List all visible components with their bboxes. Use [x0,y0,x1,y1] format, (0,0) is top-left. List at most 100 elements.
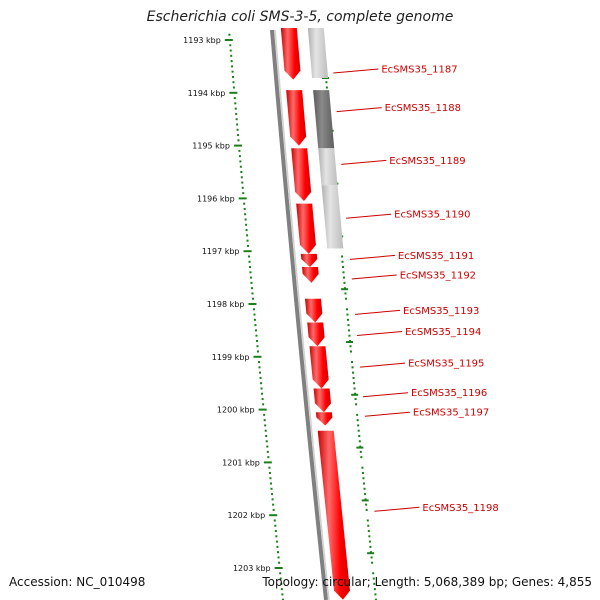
minor-tick [239,160,242,163]
backbone-highlight [274,29,330,600]
forward-gene [291,148,312,202]
minor-tick [231,65,234,68]
minor-tick [372,577,375,580]
minor-tick [248,260,251,263]
gene-label: EcSMS35_1195 [408,359,484,370]
minor-tick [357,429,360,432]
label-leader-line [351,274,397,280]
minor-tick [361,471,364,474]
minor-tick [351,366,354,369]
minor-tick [361,466,364,469]
minor-tick [373,588,376,591]
minor-tick [343,287,346,290]
minor-tick [238,149,241,152]
minor-tick [362,477,365,480]
minor-tick [249,276,252,279]
minor-tick [256,350,259,353]
minor-tick [229,44,232,47]
minor-tick [255,334,258,337]
minor-tick [274,530,277,533]
minor-tick [272,503,275,506]
label-leader-line [360,362,406,368]
label-leader-line [346,213,392,219]
minor-tick [241,181,244,184]
minor-tick [358,440,361,443]
minor-tick [267,456,270,459]
minor-tick [228,33,231,36]
minor-tick [236,128,239,131]
minor-tick [272,508,275,511]
minor-tick [260,387,263,390]
minor-tick [274,524,277,527]
minor-tick [261,398,264,401]
minor-tick [264,424,267,427]
minor-tick [348,334,351,337]
minor-tick [370,551,373,554]
minor-tick [365,508,368,511]
minor-tick [360,456,363,459]
minor-tick [358,435,361,437]
minor-tick [363,487,366,490]
minor-tick [253,313,256,316]
map-title: Escherichia coli SMS-3-5, complete genom… [146,9,454,25]
minor-tick [256,345,259,348]
minor-tick [277,551,280,554]
gene-label: EcSMS35_1194 [405,327,481,338]
forward-gene [301,267,319,283]
minor-tick [235,118,238,121]
minor-tick [258,366,261,369]
forward-gene [304,298,323,323]
minor-tick [245,229,248,232]
minor-tick [342,271,345,274]
gene-labels: EcSMS35_1187 EcSMS35_1188 EcSMS35_1189 EcSM… [333,65,499,514]
minor-tick [374,598,377,600]
forward-gene [280,28,301,80]
gene-label: EcSMS35_1198 [422,503,498,514]
minor-tick [349,345,352,348]
minor-tick [263,413,266,416]
minor-tick [270,487,273,490]
genome-summary-text: Topology: circular; Length: 5,068,389 bp… [262,575,592,589]
minor-tick [373,582,376,585]
tick-label: 1202 kbp [228,511,266,520]
minor-tick [259,376,262,379]
minor-tick [234,102,237,105]
minor-tick [371,561,374,564]
minor-tick [250,281,253,284]
gene-label: EcSMS35_1188 [385,103,461,114]
minor-tick [268,466,271,469]
tick-label: 1195 kbp [192,142,230,151]
minor-tick [343,281,346,284]
minor-tick [229,49,232,52]
minor-tick [244,218,247,221]
minor-tick [237,139,240,142]
minor-tick [266,450,269,453]
forward-gene [309,346,329,389]
minor-tick [238,155,241,158]
minor-tick [349,350,352,353]
minor-tick [369,545,372,548]
minor-tick [234,107,237,110]
minor-tick [275,540,278,543]
minor-tick [351,361,354,364]
label-leader-line [349,254,395,260]
minor-tick [251,292,254,295]
minor-tick [347,324,350,327]
minor-tick [367,524,370,527]
gene-label: EcSMS35_1189 [389,156,465,167]
minor-tick [278,561,281,564]
label-leader-line [341,159,387,165]
minor-tick [280,588,283,591]
minor-tick [240,176,243,179]
minor-tick [341,260,344,263]
reverse-gene [318,148,338,186]
minor-tick [271,498,274,501]
minor-tick [263,419,266,422]
minor-tick [248,255,251,258]
minor-tick [345,308,348,311]
minor-tick [246,239,249,242]
minor-tick [233,97,236,100]
tick-label: 1203 kbp [233,564,271,573]
tick-label: 1199 kbp [212,353,250,362]
tick-label: 1193 kbp [183,36,221,45]
